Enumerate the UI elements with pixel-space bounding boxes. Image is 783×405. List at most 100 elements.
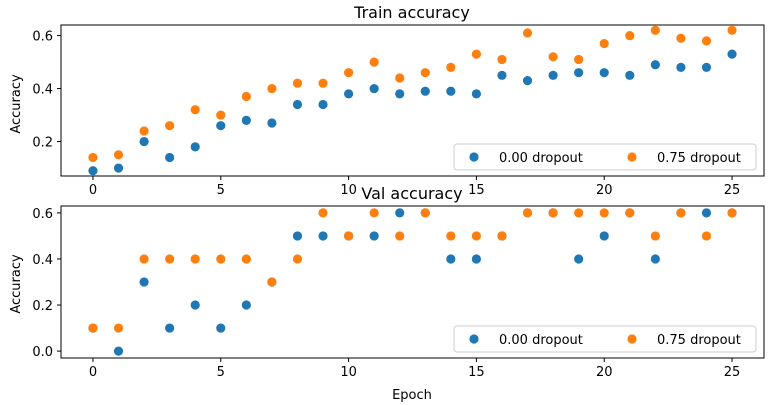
legend-label: 0.75 dropout [657, 151, 741, 166]
data-point-series-0 [701, 62, 712, 72]
legend-label: 0.00 dropout [499, 151, 583, 166]
data-point-series-1 [165, 121, 175, 131]
data-point-series-1 [701, 36, 712, 46]
y-axis-label: Accuracy [9, 74, 24, 134]
data-point-series-0 [650, 254, 660, 264]
data-point-series-1 [676, 33, 686, 43]
data-point-series-1 [599, 208, 609, 218]
data-point-series-0 [165, 323, 175, 333]
legend-label: 0.00 dropout [499, 333, 583, 348]
data-point-series-0 [625, 70, 635, 80]
x-axis-label: Epoch [392, 388, 432, 403]
data-point-series-0 [343, 89, 354, 99]
axes-frame [60, 205, 765, 359]
data-point-series-1 [267, 277, 277, 287]
data-point-series-1 [318, 78, 328, 88]
data-point-series-0 [599, 68, 609, 78]
chart-title: Train accuracy [353, 3, 470, 22]
data-point-series-1 [139, 126, 149, 136]
data-point-series-1 [241, 91, 251, 102]
data-point-series-0 [139, 277, 149, 287]
data-point-series-1 [446, 62, 456, 72]
data-point-series-0 [318, 231, 328, 241]
data-point-series-1 [216, 254, 226, 264]
data-point-series-1 [676, 208, 686, 218]
y-tick-label: 0.6 [32, 207, 53, 222]
legend-marker [469, 152, 479, 162]
data-point-series-0 [446, 86, 456, 96]
data-point-series-1 [190, 254, 200, 264]
data-point-series-1 [548, 52, 558, 62]
data-point-series-0 [471, 254, 482, 264]
data-point-series-0 [395, 89, 405, 99]
data-point-series-1 [650, 231, 660, 241]
x-tick-label: 25 [724, 365, 741, 380]
data-point-series-1 [471, 231, 482, 241]
data-point-series-0 [599, 231, 609, 241]
data-point-series-1 [395, 73, 405, 83]
data-point-series-0 [113, 163, 124, 173]
data-point-series-1 [471, 49, 482, 59]
legend-box [453, 143, 757, 171]
data-point-series-0 [471, 89, 482, 99]
data-point-series-1 [420, 208, 430, 218]
legend-label: 0.75 dropout [657, 333, 741, 348]
y-tick-label: 0.2 [32, 136, 53, 151]
data-point-series-0 [139, 136, 149, 147]
data-point-series-1 [267, 83, 277, 94]
data-point-series-0 [369, 231, 379, 241]
data-point-series-0 [701, 208, 712, 218]
data-point-series-0 [727, 49, 737, 59]
data-point-series-1 [241, 254, 251, 264]
data-point-series-1 [727, 25, 737, 35]
data-point-series-1 [420, 68, 430, 78]
data-point-series-1 [548, 208, 558, 218]
data-point-series-0 [446, 254, 456, 264]
legend-marker [627, 334, 637, 344]
data-point-series-1 [216, 110, 226, 120]
x-tick-label: 15 [468, 183, 485, 198]
data-point-series-0 [548, 70, 558, 80]
data-point-series-1 [292, 78, 303, 88]
data-point-series-0 [190, 300, 200, 310]
data-point-series-0 [267, 118, 277, 128]
x-tick-label: 5 [217, 183, 225, 198]
legend-marker [627, 152, 637, 162]
data-point-series-1 [650, 25, 660, 35]
data-point-series-0 [676, 62, 686, 72]
data-point-series-1 [497, 231, 507, 241]
x-tick-label: 5 [217, 365, 225, 380]
x-tick-label: 25 [724, 183, 741, 198]
data-point-series-1 [599, 38, 609, 49]
data-point-series-0 [497, 70, 507, 80]
data-point-series-1 [113, 323, 124, 333]
data-point-series-1 [318, 208, 328, 218]
data-point-series-1 [343, 68, 354, 78]
legend-box [453, 325, 757, 353]
data-point-series-1 [522, 208, 533, 218]
data-point-series-1 [446, 231, 456, 241]
data-point-series-0 [216, 121, 226, 131]
data-point-series-1 [574, 208, 584, 218]
x-tick-label: 15 [468, 365, 485, 380]
val-accuracy-chart: Val accuracy Accuracy Epoch 0 5 10 15 20 25 0.… [9, 184, 765, 403]
data-point-series-0 [318, 99, 328, 110]
data-point-series-0 [241, 115, 251, 125]
x-tick-label: 20 [596, 365, 613, 380]
data-point-series-0 [420, 86, 430, 96]
data-point-series-0 [241, 300, 251, 310]
y-tick-label: 0.6 [32, 30, 53, 45]
data-point-series-1 [625, 208, 635, 218]
data-point-series-1 [88, 152, 98, 163]
data-point-series-0 [395, 208, 405, 218]
data-point-series-1 [625, 30, 635, 41]
data-point-series-1 [343, 231, 354, 241]
data-point-series-1 [369, 208, 379, 218]
x-tick-label: 0 [89, 365, 97, 380]
y-tick-label: 0.4 [32, 83, 53, 98]
data-point-series-0 [88, 166, 98, 176]
data-point-series-0 [190, 142, 200, 152]
y-tick-label: 0.4 [32, 253, 53, 268]
x-tick-label: 10 [340, 183, 357, 198]
